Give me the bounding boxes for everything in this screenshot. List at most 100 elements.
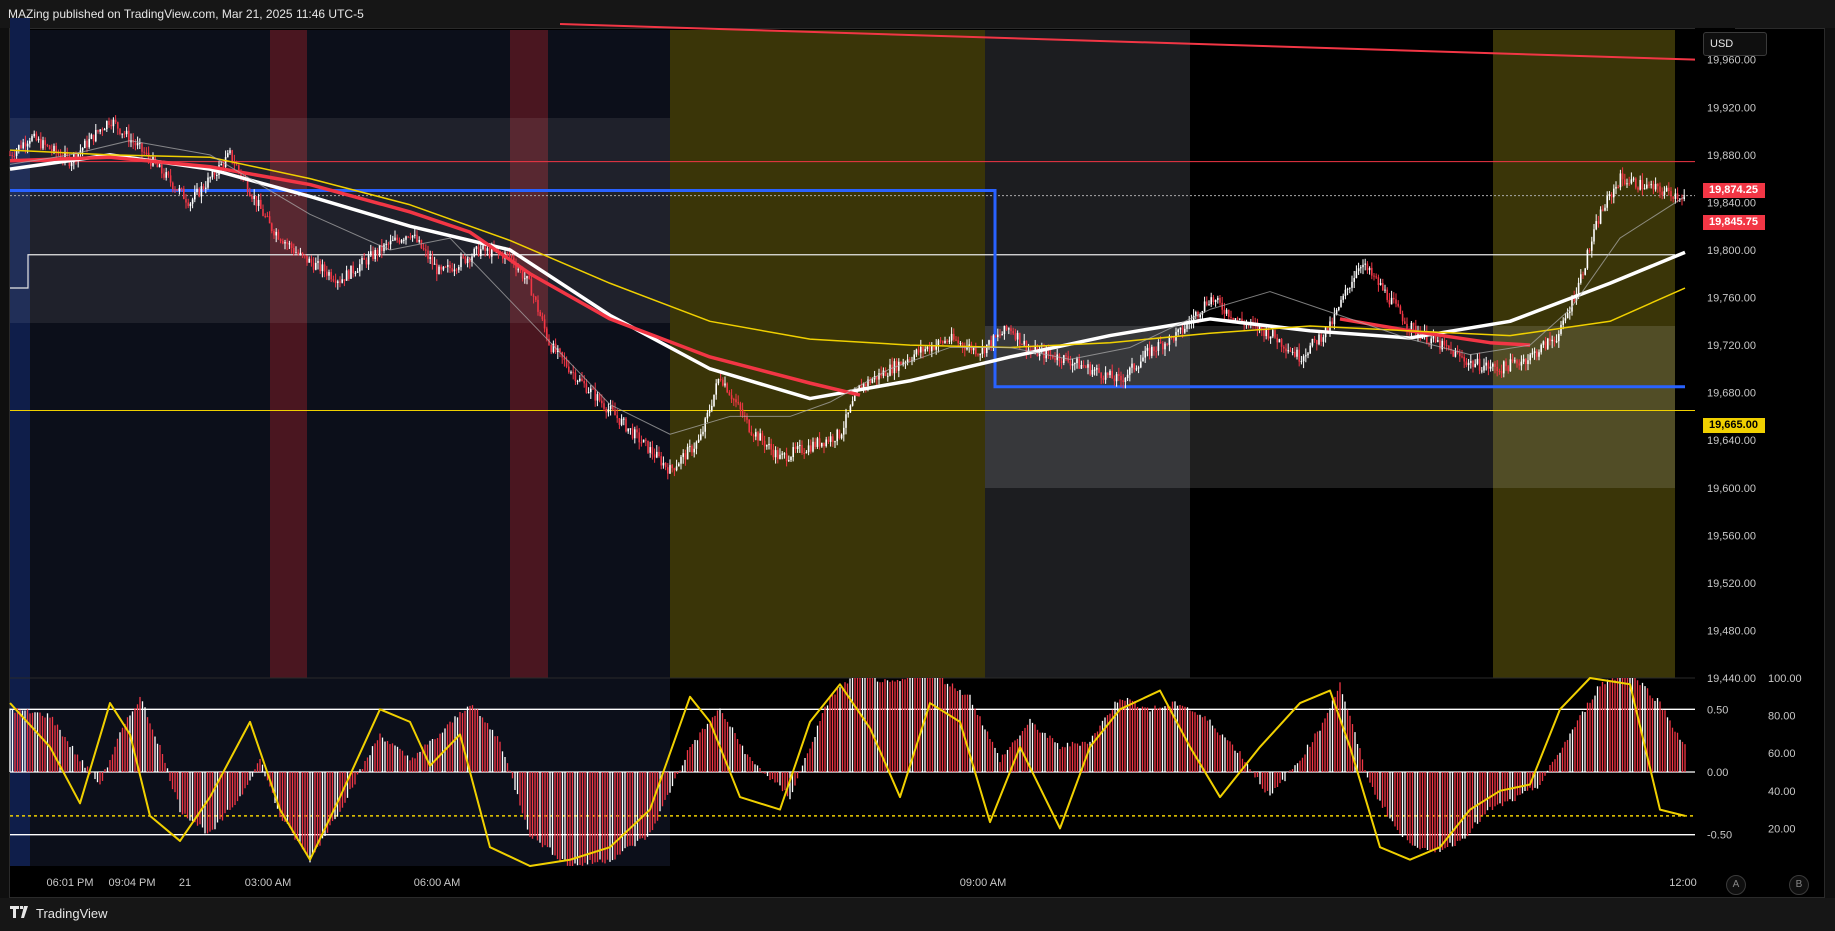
candle-body: [1373, 275, 1375, 277]
candle-body: [799, 445, 801, 447]
candle-body: [114, 119, 117, 123]
candle-body: [880, 373, 882, 376]
candle-body: [1012, 331, 1014, 334]
candle-body: [686, 446, 689, 460]
candle-body: [1333, 314, 1336, 325]
candle-body: [794, 447, 797, 449]
candle-body: [1525, 358, 1527, 365]
candle-body: [913, 354, 915, 361]
candle-body: [1364, 263, 1366, 265]
candle-body: [814, 441, 816, 447]
candle-body: [1340, 299, 1342, 307]
candle-body: [37, 138, 40, 141]
candle-body: [1529, 354, 1531, 361]
auto-scale-button[interactable]: A: [1726, 875, 1746, 895]
candle-body: [389, 240, 392, 245]
candle-body: [1010, 328, 1012, 332]
candle-body: [539, 311, 541, 317]
candle-body: [1318, 334, 1320, 345]
candle-body: [999, 334, 1001, 336]
candle-body: [1445, 345, 1448, 347]
price-tick-label: 19,720.00: [1707, 340, 1756, 352]
candle-body: [396, 237, 398, 241]
candle-body: [1657, 183, 1659, 187]
candle-body: [1166, 343, 1168, 345]
candle-body: [136, 143, 139, 146]
candle-body: [587, 392, 590, 394]
candle-body: [1615, 186, 1617, 189]
candle-body: [1155, 350, 1157, 352]
candle-body: [1263, 329, 1265, 337]
candle-body: [1225, 309, 1228, 314]
candle-body: [519, 269, 522, 271]
oscillator-right-tick-label: 60.00: [1768, 748, 1796, 760]
candle-body: [1111, 370, 1113, 379]
candle-body: [766, 445, 768, 447]
candle-body: [1074, 363, 1076, 365]
log-scale-button[interactable]: B: [1789, 875, 1809, 895]
candle-body: [983, 346, 986, 354]
candle-body: [425, 249, 427, 251]
candle-body: [290, 243, 293, 249]
oscillator-tick-label: 0.50: [1707, 704, 1728, 716]
candle-body: [785, 453, 788, 462]
candle-body: [1023, 340, 1025, 345]
candle-body: [781, 453, 783, 455]
candle-body: [372, 251, 374, 260]
candle-body: [1516, 360, 1518, 364]
candle-body: [222, 163, 225, 167]
candle-body: [816, 438, 819, 447]
candle-body: [268, 216, 271, 224]
candle-body: [1569, 311, 1571, 313]
candle-body: [110, 124, 112, 127]
candle-body: [724, 383, 726, 386]
currency-select[interactable]: USD: [1703, 32, 1767, 56]
candle-body: [748, 419, 750, 432]
candle-body: [961, 342, 964, 347]
candle-body: [1619, 173, 1622, 188]
candle-body: [543, 319, 546, 329]
candle-body: [301, 252, 304, 255]
candle-body: [640, 442, 643, 444]
oscillator-pane: [9, 677, 1695, 867]
candle-body: [834, 441, 836, 443]
candle-body: [53, 145, 55, 152]
candle-body: [444, 266, 447, 268]
tradingview-brand[interactable]: TradingView: [10, 906, 108, 921]
candle-body: [570, 371, 572, 373]
candle-body: [649, 447, 651, 453]
range-box: [10, 189, 1685, 389]
candle-body: [123, 133, 126, 135]
candle-body: [337, 281, 339, 283]
candle-body: [876, 376, 878, 380]
candle-body: [807, 445, 810, 453]
candle-body: [163, 173, 165, 178]
candle-body: [1054, 358, 1056, 360]
candle-body: [1019, 332, 1021, 345]
price-tick-label: 19,640.00: [1707, 435, 1756, 447]
candle-body: [361, 257, 363, 265]
candle-body: [306, 255, 308, 263]
candle-body: [865, 383, 867, 386]
candle-body: [1272, 330, 1274, 337]
candle-body: [484, 245, 486, 251]
candle-body: [101, 129, 104, 131]
candle-body: [801, 445, 803, 454]
range-panel-1: [10, 118, 670, 323]
candle-body: [13, 155, 16, 157]
candle-body: [843, 427, 845, 435]
candle-body: [515, 264, 517, 270]
candle-body: [997, 334, 999, 337]
candle-body: [563, 357, 566, 361]
candle-body: [381, 244, 383, 252]
price-tick-label: 19,440.00: [1707, 673, 1756, 685]
candle-body: [451, 268, 453, 272]
candle-body: [1069, 361, 1072, 366]
candle-body: [378, 244, 381, 255]
candle-body: [312, 262, 315, 270]
candle-body: [398, 240, 401, 243]
candle-body: [548, 338, 550, 346]
red-band-1: [270, 30, 307, 678]
candle-body: [689, 446, 691, 448]
